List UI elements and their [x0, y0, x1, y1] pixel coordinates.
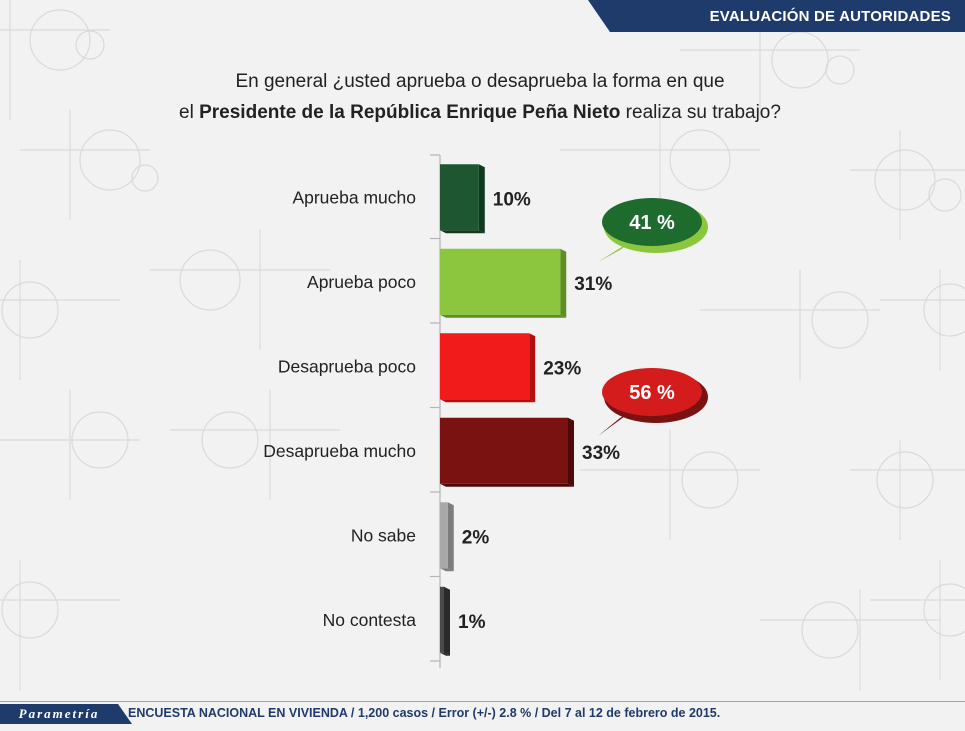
brand-logo: Parametría: [0, 704, 132, 724]
bar-side: [447, 502, 454, 572]
value-label: 31%: [574, 274, 612, 295]
bar: [440, 586, 444, 653]
survey-question: En general ¿usted aprueba o desaprueba l…: [120, 66, 840, 128]
bar-bottom: [440, 399, 536, 403]
category-label: Desaprueba poco: [278, 356, 416, 376]
bar-bottom: [440, 568, 454, 572]
bar-side: [529, 333, 536, 403]
footer: Parametría ENCUESTA NACIONAL EN VIVIENDA…: [0, 701, 965, 724]
value-label: 2%: [462, 527, 490, 548]
category-label: Aprueba mucho: [292, 187, 416, 207]
bar-side: [444, 586, 450, 656]
category-label: Aprueba poco: [307, 272, 416, 292]
bar-bottom: [440, 652, 450, 656]
question-line-2-pre: el: [179, 102, 200, 123]
annotation-bubble: [602, 198, 702, 246]
bar-bottom: [440, 230, 485, 234]
bar-bottom: [440, 314, 567, 318]
category-label: No contesta: [323, 610, 417, 630]
category-label: Desaprueba mucho: [263, 441, 416, 461]
bar: [440, 164, 479, 231]
value-label: 23%: [543, 358, 581, 379]
annotation-label: 41 %: [629, 212, 675, 234]
question-line-1: En general ¿usted aprueba o desaprueba l…: [235, 71, 725, 92]
question-line-2-bold: Presidente de la República Enrique Peña …: [199, 102, 621, 123]
annotation-label: 56 %: [629, 382, 675, 404]
bar-bottom: [440, 483, 574, 487]
survey-footnote: ENCUESTA NACIONAL EN VIVIENDA / 1,200 ca…: [128, 706, 721, 720]
bar: [440, 248, 561, 315]
question-line-2-post: realiza su trabajo?: [620, 102, 781, 123]
bar: [440, 502, 448, 569]
bar-side: [478, 164, 485, 234]
bar: [440, 417, 568, 484]
annotation-bubble: [602, 368, 702, 416]
value-label: 10%: [493, 189, 531, 210]
bar-side: [560, 248, 567, 318]
bar: [440, 333, 530, 400]
question-line-2: el Presidente de la República Enrique Pe…: [120, 97, 840, 128]
value-label: 1%: [458, 612, 486, 633]
section-header: EVALUACIÓN DE AUTORIDADES: [588, 0, 965, 32]
bar-side: [568, 417, 574, 487]
category-label: No sabe: [351, 525, 416, 545]
section-header-title: EVALUACIÓN DE AUTORIDADES: [709, 7, 951, 25]
value-label: 33%: [582, 443, 620, 464]
